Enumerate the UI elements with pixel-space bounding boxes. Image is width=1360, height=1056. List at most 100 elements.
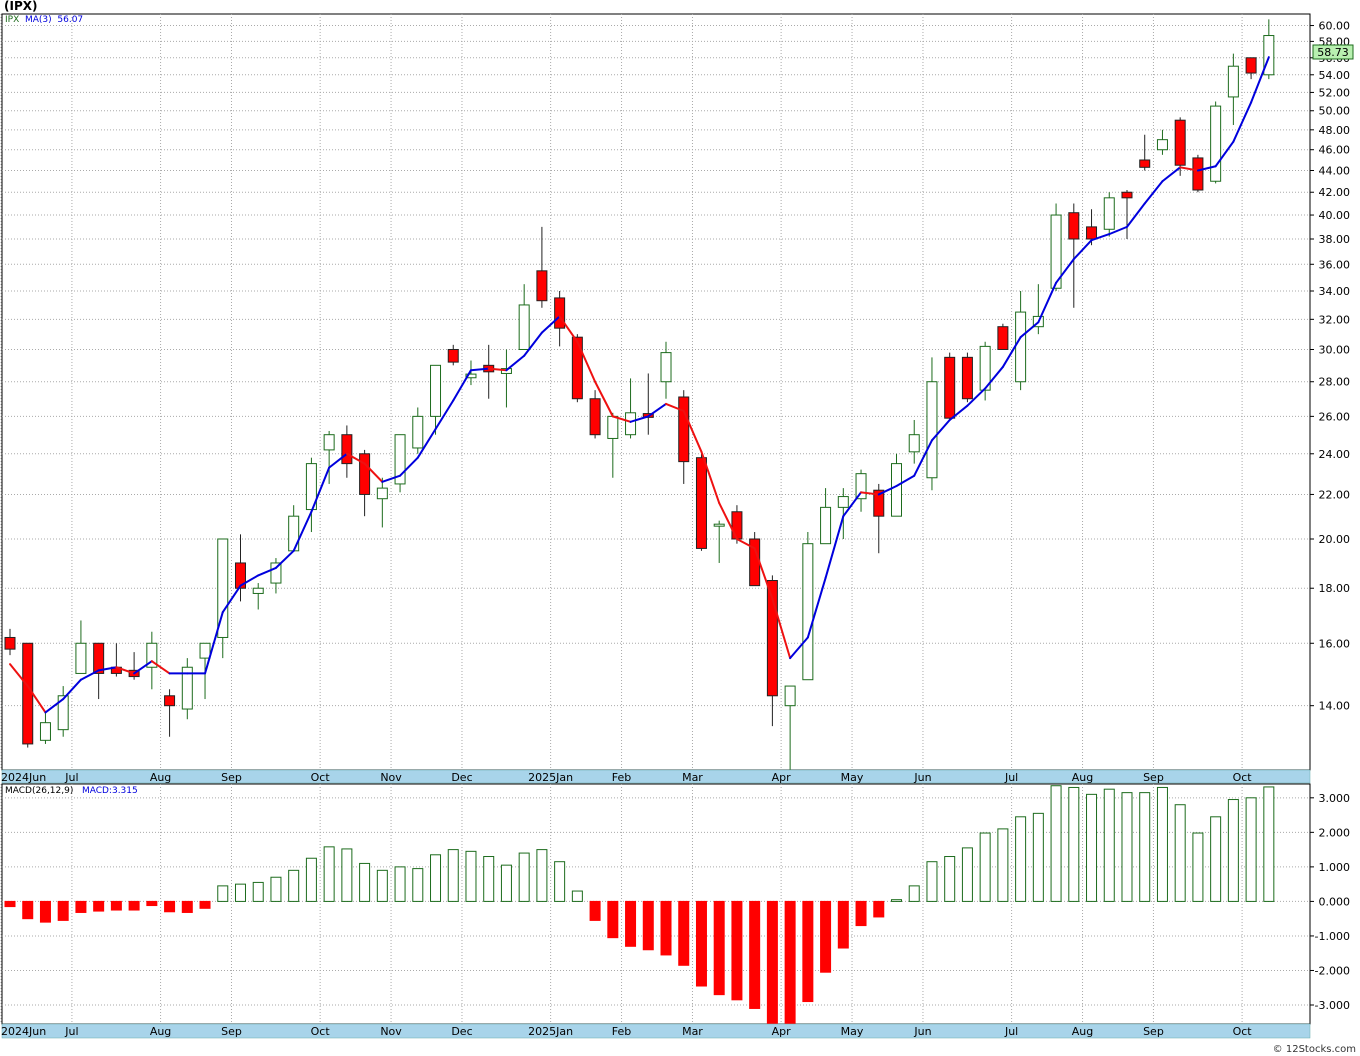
macd-bar: [217, 885, 229, 902]
macd-bar: [412, 868, 424, 902]
candle-body: [837, 496, 849, 508]
price-y-tick-label: 46.00: [1319, 144, 1351, 157]
ma-segment: [452, 369, 472, 402]
price-y-tick-label: 22.00: [1319, 488, 1351, 501]
macd-bar: [891, 899, 902, 902]
candle-body: [660, 352, 672, 383]
price-y-tick-label: 40.00: [1319, 209, 1351, 222]
price-y-tick-label: 32.00: [1319, 313, 1351, 326]
macd-bar: [1068, 786, 1080, 902]
price-y-tick-label: 50.00: [1319, 105, 1351, 118]
candle-body: [1086, 226, 1098, 240]
price-y-tick-label: 18.00: [1319, 582, 1351, 595]
candle: [961, 352, 973, 403]
candle-body: [1263, 35, 1275, 76]
candle: [784, 685, 796, 770]
macd-bar: [554, 861, 566, 902]
macd-bar: [625, 900, 637, 947]
ma-segment: [576, 340, 597, 383]
macd-x-label: Dec: [451, 1025, 472, 1038]
ma-segment: [1250, 56, 1270, 104]
chart-title: (IPX): [4, 0, 38, 13]
macd-bar: [22, 900, 34, 920]
ma-segment: [1196, 165, 1217, 172]
macd-bar: [430, 854, 442, 902]
macd-x-label: Nov: [380, 1025, 402, 1038]
price-y-tick-label: 20.00: [1319, 533, 1351, 546]
macd-bar: [873, 900, 885, 918]
macd-bar: [181, 900, 193, 913]
macd-bar: [784, 900, 796, 1025]
macd-bar: [820, 900, 832, 973]
candle: [22, 642, 34, 748]
macd-bar: [731, 900, 743, 1001]
macd-legend: MACD(26,12,9) MACD:3.315: [5, 786, 138, 796]
macd-bar: [376, 869, 388, 902]
macd-x-label: Oct: [1233, 1025, 1253, 1038]
price-x-label: Sep: [221, 771, 242, 784]
candle-body: [359, 453, 371, 495]
ma-segment: [718, 502, 738, 540]
ma-segment: [1143, 180, 1164, 205]
macd-bar: [1032, 812, 1044, 902]
candle-body: [1174, 119, 1186, 166]
macd-legend-label: MACD(26,12,9): [5, 786, 74, 796]
macd-bar: [483, 856, 495, 902]
ma-segment: [629, 415, 650, 423]
macd-bar: [589, 900, 601, 921]
macd-bar: [908, 885, 920, 902]
candle-body: [57, 695, 69, 731]
macd-y-tick-label: 0.000: [1319, 895, 1351, 908]
candle-body: [625, 412, 637, 436]
candle-body: [731, 511, 743, 540]
candle-body: [1156, 139, 1168, 151]
candle-body: [288, 515, 300, 552]
candle: [412, 407, 424, 454]
candle-body: [997, 326, 1009, 350]
price-x-label: Aug: [150, 771, 171, 784]
ma-segment: [806, 576, 827, 639]
candle-body: [1192, 157, 1204, 191]
ma-segment: [682, 410, 703, 453]
candle: [873, 483, 885, 554]
candle: [1227, 53, 1239, 125]
ma-line: [9, 56, 1270, 714]
candle-body: [394, 434, 406, 485]
price-x-label: Mar: [682, 771, 703, 784]
macd-bar: [128, 900, 140, 911]
candle-body: [93, 642, 105, 674]
candle-body: [926, 381, 938, 479]
ma-segment: [1019, 321, 1040, 339]
macd-bar: [500, 864, 512, 902]
ma-segment: [221, 584, 242, 614]
candle-body: [412, 415, 424, 449]
ma-segment: [79, 669, 100, 681]
macd-bar: [394, 866, 406, 902]
price-legend: IPX MA(3) 56.07: [5, 15, 83, 25]
price-y-tick-label: 48.00: [1319, 124, 1351, 137]
candle: [1139, 134, 1151, 171]
candle: [997, 323, 1009, 350]
macd-bar: [1263, 786, 1275, 902]
candle: [536, 226, 548, 308]
candle: [447, 344, 459, 366]
watermark: © 12Stocks.com: [1272, 1044, 1356, 1055]
ma-segment: [1161, 166, 1182, 183]
candle-body: [766, 580, 778, 697]
ma-segment: [26, 685, 47, 714]
macd-x-label: Jul: [1004, 1025, 1018, 1038]
macd-bar: [110, 900, 122, 911]
price-x-label: May: [841, 771, 864, 784]
candle-body: [1210, 105, 1222, 182]
macd-bar: [961, 847, 973, 902]
macd-bar: [199, 900, 211, 909]
macd-bar: [749, 900, 761, 1009]
candle-body: [908, 434, 920, 453]
ma-segment: [133, 660, 153, 675]
ma-segment: [9, 663, 29, 688]
ma-segment: [363, 462, 384, 483]
candle-body: [465, 373, 477, 379]
candle: [979, 341, 991, 401]
ma-segment: [345, 452, 366, 465]
ma-segment: [1037, 281, 1058, 324]
